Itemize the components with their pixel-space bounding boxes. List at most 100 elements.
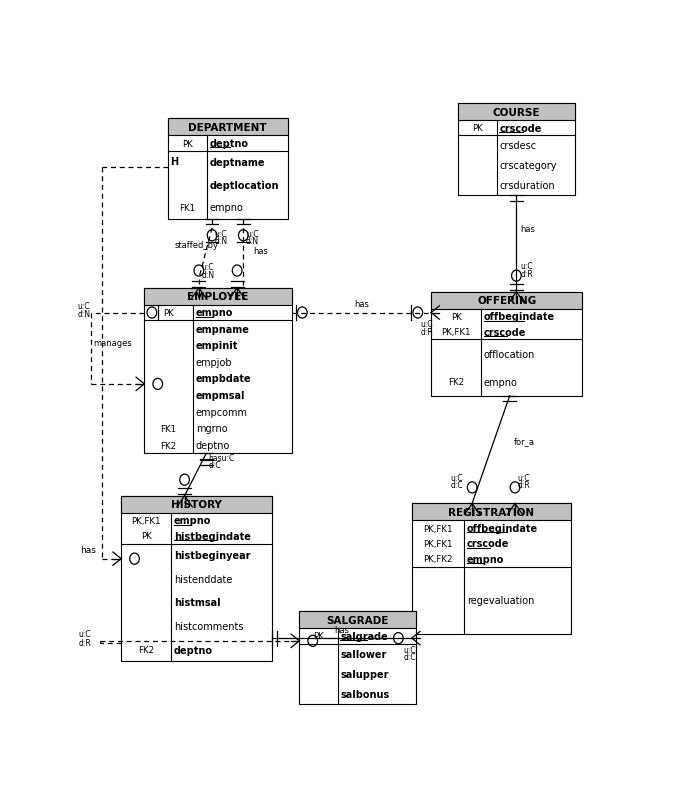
Text: FK2: FK2: [161, 441, 177, 450]
Text: DEPARTMENT: DEPARTMENT: [188, 123, 267, 133]
Text: empjob: empjob: [196, 358, 233, 367]
Text: d:N: d:N: [77, 310, 90, 318]
Bar: [168, 119, 288, 136]
Text: has: has: [253, 247, 268, 256]
Text: has: has: [335, 626, 349, 634]
Text: OFFERING: OFFERING: [477, 296, 536, 306]
Bar: [458, 104, 575, 196]
Bar: [458, 104, 575, 121]
Text: has: has: [354, 300, 369, 309]
Text: HISTORY: HISTORY: [171, 500, 222, 509]
Text: hasu:C: hasu:C: [208, 453, 235, 462]
Text: histenddate: histenddate: [174, 574, 232, 584]
Text: FK2: FK2: [448, 378, 464, 387]
Text: COURSE: COURSE: [493, 107, 540, 117]
Text: u:C: u:C: [79, 629, 92, 638]
Text: d:R: d:R: [420, 327, 433, 336]
Text: u:C: u:C: [246, 229, 259, 238]
Text: d:C: d:C: [208, 460, 221, 469]
Text: empinit: empinit: [196, 341, 238, 350]
Text: staffed_by: staffed_by: [175, 241, 219, 249]
Text: crscode: crscode: [500, 124, 542, 134]
Text: offbegindate: offbegindate: [484, 312, 555, 322]
Text: d:R: d:R: [79, 638, 92, 647]
Text: sallower: sallower: [340, 649, 387, 658]
Text: manages: manages: [93, 338, 132, 347]
Text: u:C: u:C: [521, 262, 533, 271]
Text: SALGRADE: SALGRADE: [326, 615, 388, 625]
Text: crscode: crscode: [484, 327, 526, 338]
Text: PK: PK: [141, 532, 151, 541]
Text: deptno: deptno: [174, 645, 213, 654]
Text: empno: empno: [484, 377, 518, 387]
Text: has: has: [80, 546, 96, 555]
Text: d:R: d:R: [521, 269, 533, 278]
Text: H: H: [170, 157, 179, 167]
Text: FK1: FK1: [179, 204, 195, 213]
Text: regevaluation: regevaluation: [467, 596, 534, 606]
Text: histbeginyear: histbeginyear: [174, 551, 250, 561]
Text: deptlocation: deptlocation: [210, 180, 279, 190]
Text: FK1: FK1: [161, 424, 177, 433]
Text: REGISTRATION: REGISTRATION: [448, 508, 534, 517]
Text: PK,FK1: PK,FK1: [131, 516, 161, 525]
Bar: [412, 504, 571, 520]
Text: u:C: u:C: [77, 302, 90, 310]
Text: deptno: deptno: [210, 139, 249, 149]
Text: empmsal: empmsal: [196, 391, 245, 401]
Text: offlocation: offlocation: [484, 349, 535, 359]
Text: u:C: u:C: [420, 320, 433, 329]
Text: histmsal: histmsal: [174, 597, 220, 608]
Text: empno: empno: [196, 308, 233, 318]
Text: histcomments: histcomments: [174, 622, 243, 631]
Text: salupper: salupper: [340, 669, 389, 678]
Bar: [412, 504, 571, 634]
Text: empname: empname: [196, 324, 250, 334]
Text: empcomm: empcomm: [196, 407, 248, 417]
Text: offbegindate: offbegindate: [467, 524, 538, 533]
Text: crscategory: crscategory: [500, 161, 557, 171]
Text: u:C: u:C: [215, 229, 228, 238]
Text: d:C: d:C: [404, 652, 416, 662]
Bar: [121, 496, 273, 662]
Text: histbegindate: histbegindate: [174, 531, 250, 541]
Text: crsdesc: crsdesc: [500, 141, 536, 152]
Text: crscode: crscode: [467, 539, 509, 549]
Text: PK,FK1: PK,FK1: [442, 328, 471, 337]
Bar: [431, 293, 582, 310]
Text: PK,FK2: PK,FK2: [423, 555, 453, 564]
Text: EMPLOYEE: EMPLOYEE: [187, 292, 248, 302]
Bar: [144, 289, 292, 306]
Text: empbdate: empbdate: [196, 374, 251, 384]
Text: empno: empno: [467, 554, 504, 564]
Text: u:C: u:C: [404, 645, 416, 654]
Text: d:C: d:C: [451, 480, 464, 490]
Text: PK,FK1: PK,FK1: [423, 539, 453, 549]
Text: empno: empno: [210, 203, 244, 213]
Bar: [431, 293, 582, 396]
Bar: [299, 611, 415, 629]
Text: d:N: d:N: [201, 270, 215, 279]
Text: crsduration: crsduration: [500, 181, 555, 191]
Text: PK: PK: [182, 140, 193, 148]
Text: has: has: [521, 225, 535, 234]
Text: d:N: d:N: [246, 237, 259, 246]
Text: salbonus: salbonus: [340, 689, 390, 699]
Text: PK,FK1: PK,FK1: [423, 524, 453, 533]
Text: empno: empno: [174, 516, 211, 526]
Text: d:R: d:R: [518, 480, 531, 490]
Bar: [144, 289, 292, 454]
Bar: [121, 496, 273, 513]
Text: FK2: FK2: [138, 646, 154, 654]
Text: mgrno: mgrno: [196, 424, 227, 434]
Text: deptname: deptname: [210, 158, 266, 168]
Text: for_a: for_a: [514, 437, 535, 446]
Text: u:C: u:C: [518, 473, 531, 482]
Text: PK: PK: [313, 632, 324, 641]
Text: d:N: d:N: [215, 237, 228, 246]
Text: deptno: deptno: [196, 440, 230, 451]
Text: u:C: u:C: [451, 473, 464, 482]
Text: u:C: u:C: [201, 263, 214, 272]
Bar: [168, 119, 288, 219]
Text: PK: PK: [472, 124, 483, 133]
